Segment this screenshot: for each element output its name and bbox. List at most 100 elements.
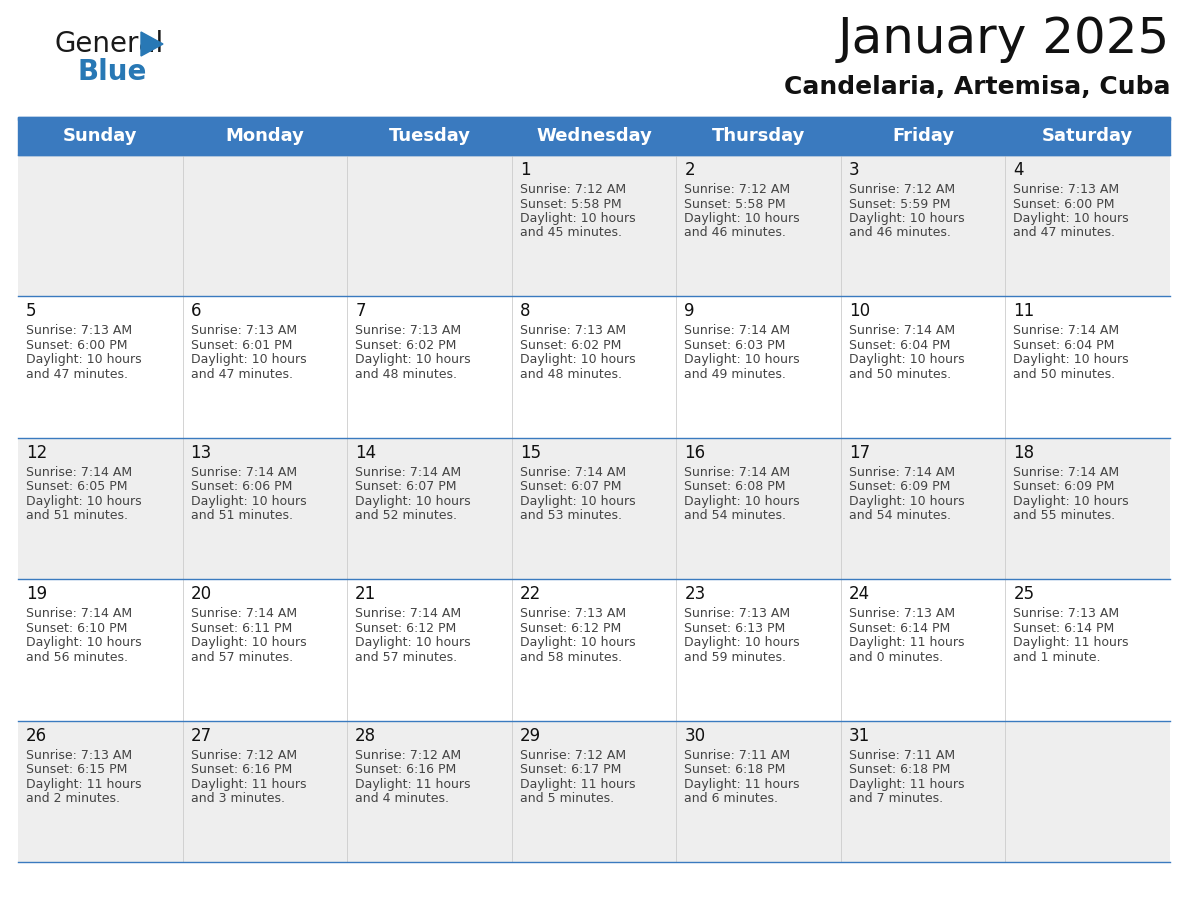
Text: Daylight: 10 hours: Daylight: 10 hours xyxy=(849,212,965,225)
Polygon shape xyxy=(141,32,163,56)
Text: Sunrise: 7:14 AM: Sunrise: 7:14 AM xyxy=(684,465,790,479)
Text: Sunset: 6:16 PM: Sunset: 6:16 PM xyxy=(355,763,456,776)
Text: 19: 19 xyxy=(26,585,48,603)
Text: Daylight: 10 hours: Daylight: 10 hours xyxy=(684,636,800,649)
Text: Sunrise: 7:14 AM: Sunrise: 7:14 AM xyxy=(1013,465,1119,479)
Bar xyxy=(18,117,1170,120)
Text: and 58 minutes.: and 58 minutes. xyxy=(519,651,621,664)
Text: Sunset: 6:12 PM: Sunset: 6:12 PM xyxy=(519,621,621,634)
Text: Sunset: 6:10 PM: Sunset: 6:10 PM xyxy=(26,621,127,634)
Text: Blue: Blue xyxy=(77,58,146,86)
Bar xyxy=(18,155,183,297)
Text: Daylight: 10 hours: Daylight: 10 hours xyxy=(1013,495,1129,508)
Bar xyxy=(676,721,841,862)
Bar xyxy=(347,579,512,721)
Text: Sunset: 6:00 PM: Sunset: 6:00 PM xyxy=(1013,197,1114,210)
Text: Daylight: 11 hours: Daylight: 11 hours xyxy=(1013,636,1129,649)
Bar xyxy=(676,438,841,579)
Text: Sunrise: 7:14 AM: Sunrise: 7:14 AM xyxy=(190,607,297,621)
Text: 23: 23 xyxy=(684,585,706,603)
Text: Sunset: 6:18 PM: Sunset: 6:18 PM xyxy=(849,763,950,776)
Text: Sunrise: 7:14 AM: Sunrise: 7:14 AM xyxy=(849,465,955,479)
Text: Sunset: 6:05 PM: Sunset: 6:05 PM xyxy=(26,480,127,493)
Text: Sunset: 5:58 PM: Sunset: 5:58 PM xyxy=(519,197,621,210)
Text: Sunset: 5:58 PM: Sunset: 5:58 PM xyxy=(684,197,786,210)
Bar xyxy=(841,297,1005,438)
Text: 20: 20 xyxy=(190,585,211,603)
Text: and 6 minutes.: and 6 minutes. xyxy=(684,792,778,805)
Text: Sunrise: 7:14 AM: Sunrise: 7:14 AM xyxy=(1013,324,1119,338)
Text: Daylight: 10 hours: Daylight: 10 hours xyxy=(1013,353,1129,366)
Text: Daylight: 10 hours: Daylight: 10 hours xyxy=(1013,212,1129,225)
Text: Daylight: 10 hours: Daylight: 10 hours xyxy=(519,495,636,508)
Text: Sunrise: 7:12 AM: Sunrise: 7:12 AM xyxy=(684,183,790,196)
Text: and 46 minutes.: and 46 minutes. xyxy=(684,227,786,240)
Text: Sunset: 6:03 PM: Sunset: 6:03 PM xyxy=(684,339,785,352)
Text: Sunrise: 7:12 AM: Sunrise: 7:12 AM xyxy=(190,748,297,762)
Text: and 46 minutes.: and 46 minutes. xyxy=(849,227,950,240)
Bar xyxy=(183,438,347,579)
Text: and 57 minutes.: and 57 minutes. xyxy=(190,651,292,664)
Text: 25: 25 xyxy=(1013,585,1035,603)
Text: and 48 minutes.: and 48 minutes. xyxy=(519,368,621,381)
Text: Sunrise: 7:14 AM: Sunrise: 7:14 AM xyxy=(26,465,132,479)
Text: and 47 minutes.: and 47 minutes. xyxy=(190,368,292,381)
Text: and 3 minutes.: and 3 minutes. xyxy=(190,792,285,805)
Text: Sunrise: 7:11 AM: Sunrise: 7:11 AM xyxy=(684,748,790,762)
Text: Daylight: 10 hours: Daylight: 10 hours xyxy=(26,353,141,366)
Text: 30: 30 xyxy=(684,727,706,744)
Bar xyxy=(1005,579,1170,721)
Text: and 0 minutes.: and 0 minutes. xyxy=(849,651,943,664)
Text: Sunset: 6:13 PM: Sunset: 6:13 PM xyxy=(684,621,785,634)
Text: and 51 minutes.: and 51 minutes. xyxy=(190,509,292,522)
Text: 28: 28 xyxy=(355,727,377,744)
Text: Daylight: 11 hours: Daylight: 11 hours xyxy=(849,636,965,649)
Text: Daylight: 10 hours: Daylight: 10 hours xyxy=(355,636,470,649)
Text: Sunrise: 7:13 AM: Sunrise: 7:13 AM xyxy=(849,607,955,621)
Text: Daylight: 11 hours: Daylight: 11 hours xyxy=(684,778,800,790)
Text: Sunset: 6:14 PM: Sunset: 6:14 PM xyxy=(1013,621,1114,634)
Text: Sunset: 6:01 PM: Sunset: 6:01 PM xyxy=(190,339,292,352)
Text: 11: 11 xyxy=(1013,302,1035,320)
Text: 8: 8 xyxy=(519,302,530,320)
Text: 27: 27 xyxy=(190,727,211,744)
Text: 2: 2 xyxy=(684,161,695,179)
Text: Daylight: 11 hours: Daylight: 11 hours xyxy=(355,778,470,790)
Text: Daylight: 10 hours: Daylight: 10 hours xyxy=(190,495,307,508)
Text: Sunset: 6:04 PM: Sunset: 6:04 PM xyxy=(849,339,950,352)
Text: 24: 24 xyxy=(849,585,870,603)
Text: Daylight: 10 hours: Daylight: 10 hours xyxy=(190,353,307,366)
Bar xyxy=(18,721,183,862)
Text: and 48 minutes.: and 48 minutes. xyxy=(355,368,457,381)
Text: Candelaria, Artemisa, Cuba: Candelaria, Artemisa, Cuba xyxy=(784,75,1170,99)
Text: Wednesday: Wednesday xyxy=(536,127,652,145)
Bar xyxy=(841,721,1005,862)
Text: Sunset: 6:15 PM: Sunset: 6:15 PM xyxy=(26,763,127,776)
Text: Sunset: 6:09 PM: Sunset: 6:09 PM xyxy=(849,480,950,493)
Text: Daylight: 10 hours: Daylight: 10 hours xyxy=(849,353,965,366)
Text: Saturday: Saturday xyxy=(1042,127,1133,145)
Text: Sunset: 6:02 PM: Sunset: 6:02 PM xyxy=(355,339,456,352)
Bar xyxy=(183,579,347,721)
Text: Daylight: 11 hours: Daylight: 11 hours xyxy=(190,778,307,790)
Text: Sunrise: 7:14 AM: Sunrise: 7:14 AM xyxy=(849,324,955,338)
Bar xyxy=(512,297,676,438)
Text: Daylight: 10 hours: Daylight: 10 hours xyxy=(26,636,141,649)
Text: Sunrise: 7:11 AM: Sunrise: 7:11 AM xyxy=(849,748,955,762)
Text: 1: 1 xyxy=(519,161,530,179)
Text: Daylight: 10 hours: Daylight: 10 hours xyxy=(684,353,800,366)
Text: 5: 5 xyxy=(26,302,37,320)
Text: 31: 31 xyxy=(849,727,870,744)
Text: and 59 minutes.: and 59 minutes. xyxy=(684,651,786,664)
Text: and 45 minutes.: and 45 minutes. xyxy=(519,227,621,240)
Bar xyxy=(347,297,512,438)
Text: 29: 29 xyxy=(519,727,541,744)
Text: Sunrise: 7:13 AM: Sunrise: 7:13 AM xyxy=(1013,607,1119,621)
Bar xyxy=(18,297,183,438)
Text: Sunrise: 7:12 AM: Sunrise: 7:12 AM xyxy=(355,748,461,762)
Text: 13: 13 xyxy=(190,443,211,462)
Text: Sunrise: 7:13 AM: Sunrise: 7:13 AM xyxy=(519,324,626,338)
Bar xyxy=(512,438,676,579)
Bar xyxy=(1005,297,1170,438)
Text: Daylight: 10 hours: Daylight: 10 hours xyxy=(684,495,800,508)
